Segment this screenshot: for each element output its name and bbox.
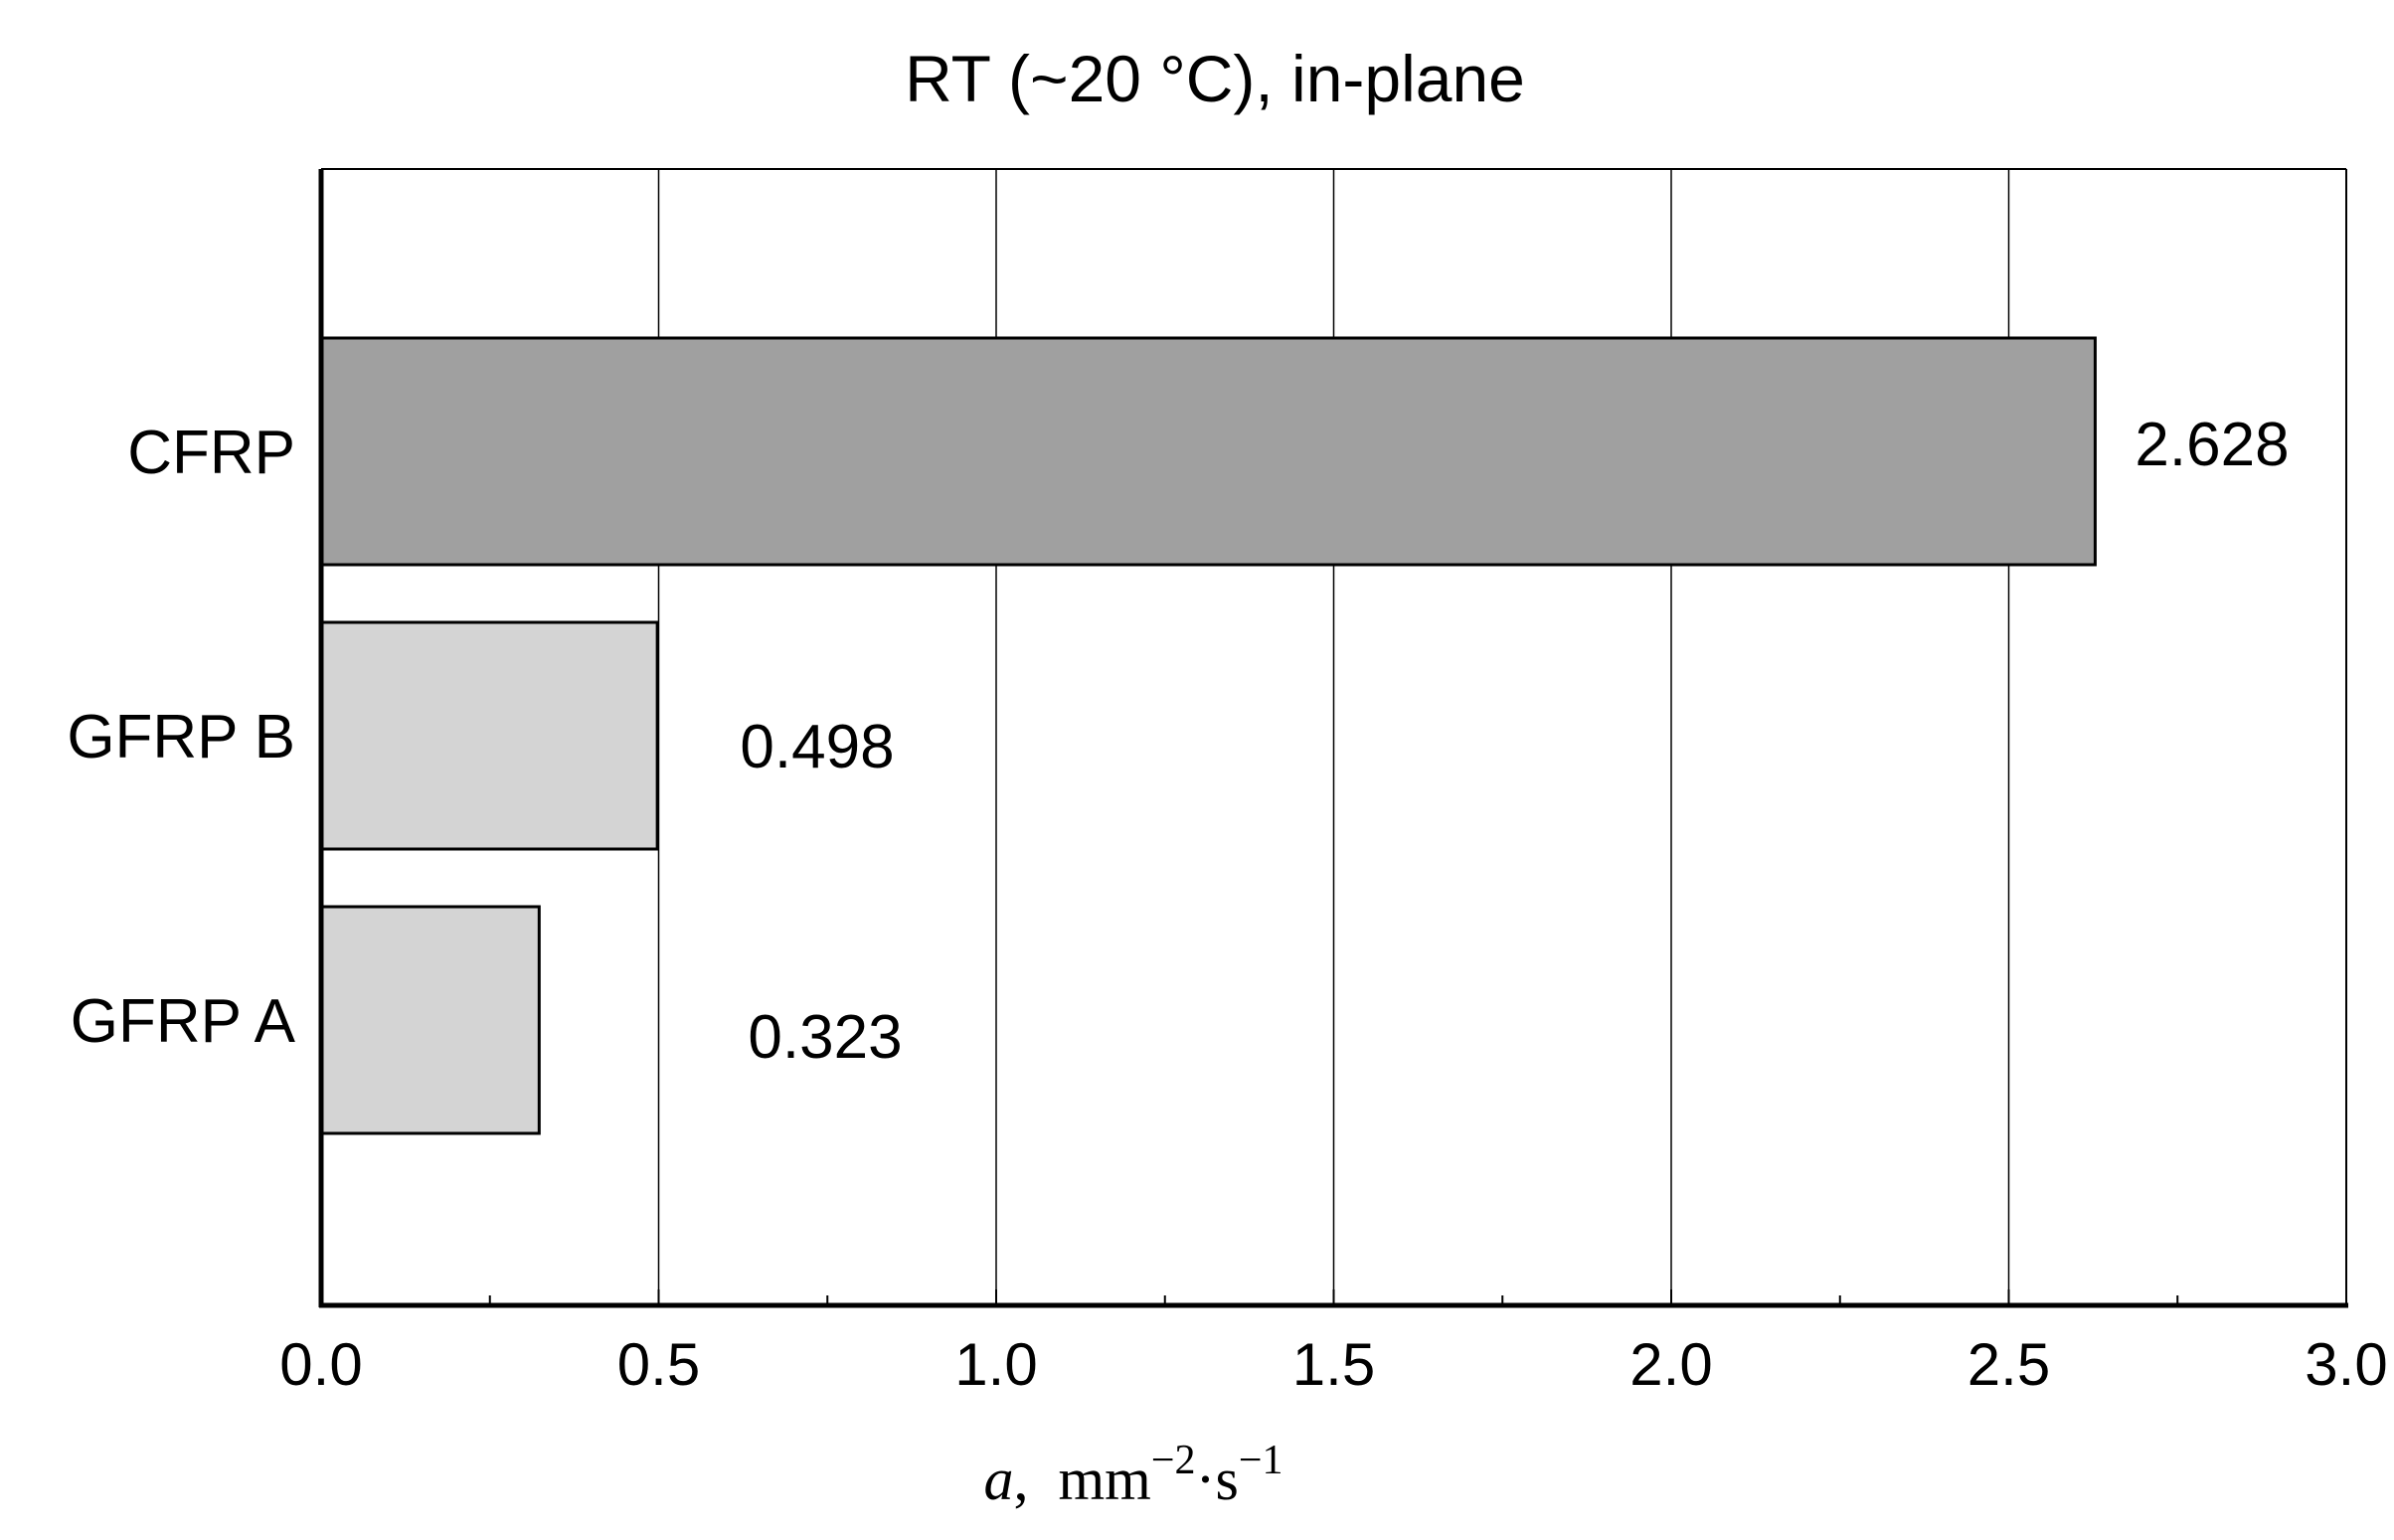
x-axis-unit-mm-exp: −2 — [1151, 1438, 1196, 1483]
x-tick-label: 0.0 — [279, 1331, 362, 1398]
svg-text:a,mm−2·s−1: a, mm−2·s−1 — [983, 1438, 1282, 1512]
bar — [319, 620, 659, 851]
bar — [319, 905, 541, 1135]
x-tick-label: 1.5 — [1292, 1331, 1375, 1398]
x-axis-unit-s: s — [1215, 1447, 1238, 1512]
chart-title: RT (~20 °C), in-plane — [905, 42, 1525, 115]
x-axis-separator: , — [1013, 1447, 1028, 1512]
bar-value-label: 0.498 — [740, 713, 894, 781]
bar-value-label: 0.323 — [748, 1003, 902, 1072]
x-tick-label: 2.5 — [1967, 1331, 2050, 1398]
x-tick-label: 1.0 — [954, 1331, 1037, 1398]
y-category-label: CFRP — [127, 419, 295, 487]
bar — [319, 336, 2097, 567]
y-category-label: GFRP A — [71, 987, 296, 1056]
x-axis-symbol: a — [983, 1447, 1013, 1512]
x-axis-unit-mm: mm — [1058, 1447, 1150, 1512]
x-tick-label: 2.0 — [1629, 1331, 1712, 1398]
x-axis-unit-dot: · — [1196, 1447, 1216, 1512]
plot-area: 0.0 0.5 1.0 1.5 2.0 2.5 3.0 CFRP GFRP B GFRP A 2.6… — [67, 168, 2388, 1398]
x-axis-label: a, mm−2·s−1 — [983, 1438, 1282, 1512]
bar-value-label: 2.628 — [2135, 411, 2289, 479]
y-category-label: GFRP B — [67, 703, 295, 771]
x-tick-label: 0.5 — [617, 1331, 700, 1398]
x-tick-label: 3.0 — [2305, 1331, 2387, 1398]
x-axis-unit-s-exp: −1 — [1239, 1438, 1283, 1483]
